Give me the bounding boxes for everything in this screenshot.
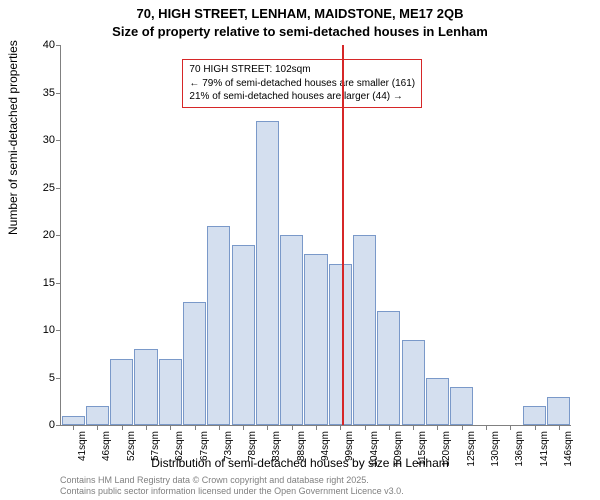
x-axis-label: Distribution of semi-detached houses by … — [0, 456, 600, 470]
attribution-line1: Contains HM Land Registry data © Crown c… — [60, 475, 404, 487]
x-tick-mark — [462, 425, 463, 430]
x-tick-mark — [243, 425, 244, 430]
x-tick-mark — [292, 425, 293, 430]
x-tick-mark — [486, 425, 487, 430]
y-tick-mark — [56, 283, 61, 284]
y-axis-label: Number of semi-detached properties — [6, 40, 20, 235]
histogram-bar — [134, 349, 157, 425]
annotation-line3: 21% of semi-detached houses are larger (… — [189, 90, 415, 104]
histogram-bar — [523, 406, 546, 425]
histogram-bar — [280, 235, 303, 425]
histogram-bar — [207, 226, 230, 426]
histogram-bar — [353, 235, 376, 425]
x-tick-mark — [316, 425, 317, 430]
y-tick-mark — [56, 378, 61, 379]
histogram-bar — [402, 340, 425, 426]
x-tick-mark — [437, 425, 438, 430]
histogram-bar — [183, 302, 206, 426]
histogram-bar — [232, 245, 255, 426]
y-tick-mark — [56, 425, 61, 426]
x-tick-mark — [413, 425, 414, 430]
y-tick-mark — [56, 93, 61, 94]
y-tick-mark — [56, 140, 61, 141]
histogram-bar — [547, 397, 570, 426]
y-tick-mark — [56, 188, 61, 189]
histogram-bar — [304, 254, 327, 425]
x-tick-mark — [97, 425, 98, 430]
plot-area: 70 HIGH STREET: 102sqm ← 79% of semi-det… — [60, 45, 571, 426]
histogram-bar — [86, 406, 109, 425]
annotation-box: 70 HIGH STREET: 102sqm ← 79% of semi-det… — [182, 59, 422, 108]
x-tick-mark — [510, 425, 511, 430]
histogram-bar — [110, 359, 133, 426]
x-tick-mark — [559, 425, 560, 430]
histogram-bar — [256, 121, 279, 425]
y-tick-mark — [56, 235, 61, 236]
chart-container: 70, HIGH STREET, LENHAM, MAIDSTONE, ME17… — [0, 0, 600, 500]
x-tick-mark — [195, 425, 196, 430]
marker-line — [342, 45, 344, 425]
x-tick-mark — [340, 425, 341, 430]
annotation-line1: 70 HIGH STREET: 102sqm — [189, 63, 415, 77]
histogram-bar — [329, 264, 352, 426]
histogram-bar — [426, 378, 449, 426]
histogram-bar — [377, 311, 400, 425]
x-tick-mark — [365, 425, 366, 430]
x-tick-mark — [389, 425, 390, 430]
histogram-bar — [450, 387, 473, 425]
attribution-line2: Contains public sector information licen… — [60, 486, 404, 498]
annotation-line2: ← 79% of semi-detached houses are smalle… — [189, 77, 415, 91]
y-tick-mark — [56, 330, 61, 331]
x-tick-mark — [535, 425, 536, 430]
x-tick-mark — [267, 425, 268, 430]
chart-title-line2: Size of property relative to semi-detach… — [0, 24, 600, 39]
x-tick-mark — [122, 425, 123, 430]
x-tick-mark — [73, 425, 74, 430]
chart-title-line1: 70, HIGH STREET, LENHAM, MAIDSTONE, ME17… — [0, 6, 600, 21]
x-tick-mark — [146, 425, 147, 430]
x-tick-mark — [170, 425, 171, 430]
x-tick-mark — [219, 425, 220, 430]
histogram-bar — [159, 359, 182, 426]
histogram-bar — [62, 416, 85, 426]
attribution: Contains HM Land Registry data © Crown c… — [60, 475, 404, 498]
y-tick-mark — [56, 45, 61, 46]
